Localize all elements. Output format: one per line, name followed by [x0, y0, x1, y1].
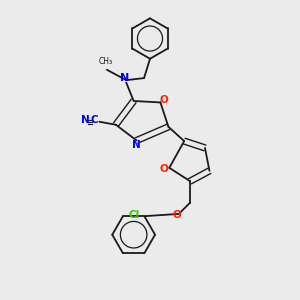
Text: N: N: [81, 115, 90, 125]
Text: O: O: [160, 164, 168, 174]
Text: C: C: [91, 115, 98, 125]
Text: O: O: [160, 95, 168, 105]
Text: CH₃: CH₃: [98, 57, 112, 66]
Text: N: N: [132, 140, 141, 150]
Text: O: O: [173, 210, 182, 220]
Text: Cl: Cl: [128, 210, 140, 220]
Text: N: N: [120, 73, 129, 83]
